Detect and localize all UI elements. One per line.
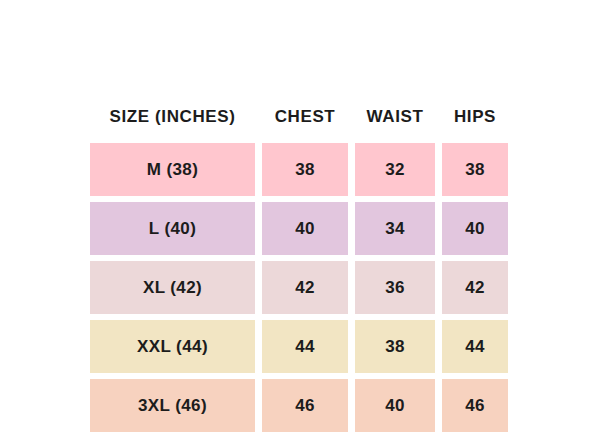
cell-chest-xxl: 44 [262, 320, 348, 373]
cell-size-3xl: 3XL (46) [90, 379, 255, 432]
cell-waist-xxl: 38 [355, 320, 435, 373]
cell-size-m: M (38) [90, 143, 255, 196]
cell-waist-3xl: 40 [355, 379, 435, 432]
size-chart-page: SIZE (INCHES) CHEST WAIST HIPS M (38) 38… [0, 0, 600, 440]
cell-hips-m: 38 [442, 143, 508, 196]
column-header-size: SIZE (INCHES) [90, 96, 255, 137]
size-chart-table: SIZE (INCHES) CHEST WAIST HIPS M (38) 38… [90, 96, 508, 432]
cell-size-xxl: XXL (44) [90, 320, 255, 373]
cell-waist-xl: 36 [355, 261, 435, 314]
column-header-chest: CHEST [262, 96, 348, 137]
cell-chest-3xl: 46 [262, 379, 348, 432]
cell-hips-xl: 42 [442, 261, 508, 314]
cell-size-l: L (40) [90, 202, 255, 255]
cell-waist-l: 34 [355, 202, 435, 255]
column-header-hips: HIPS [442, 96, 508, 137]
cell-chest-xl: 42 [262, 261, 348, 314]
cell-size-xl: XL (42) [90, 261, 255, 314]
cell-chest-m: 38 [262, 143, 348, 196]
cell-chest-l: 40 [262, 202, 348, 255]
cell-hips-xxl: 44 [442, 320, 508, 373]
column-header-waist: WAIST [355, 96, 435, 137]
cell-waist-m: 32 [355, 143, 435, 196]
cell-hips-l: 40 [442, 202, 508, 255]
cell-hips-3xl: 46 [442, 379, 508, 432]
